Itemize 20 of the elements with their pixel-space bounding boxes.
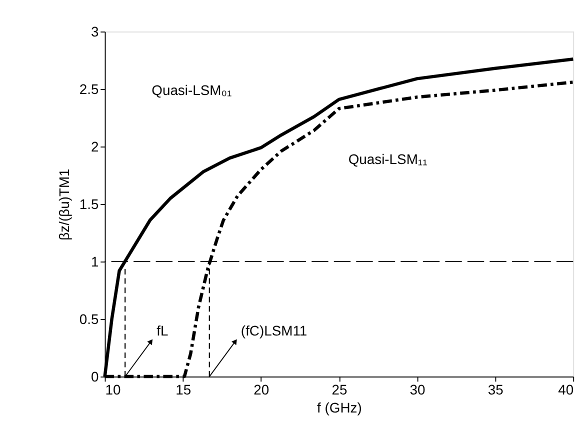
y-tick-label: 1.5 — [79, 196, 100, 212]
y-tick-label: 0 — [91, 368, 100, 385]
x-tick-label: 10 — [105, 382, 121, 398]
x-tick-label: 35 — [488, 382, 504, 398]
y-tick-label: 3 — [91, 24, 100, 40]
annotation: Quasi-LSM₀₁ — [152, 82, 232, 98]
annotation: Quasi-LSM₁₁ — [348, 150, 428, 167]
y-tick-label: 2 — [91, 138, 100, 155]
y-tick-label: 2.5 — [79, 81, 100, 98]
x-tick-label: 40 — [558, 382, 574, 398]
y-tick-label: 1 — [91, 254, 100, 270]
x-tick-label: 15 — [176, 382, 192, 398]
x-tick-label: 25 — [332, 382, 348, 398]
x-tick-label: 20 — [254, 382, 270, 398]
x-axis-title: f (GHz) — [317, 399, 362, 416]
x-tick-label: 30 — [410, 382, 426, 398]
y-axis-title: βz/(βu)TM1 — [56, 168, 72, 240]
y-tick-label: 0.5 — [79, 311, 100, 328]
annotation: fL — [156, 322, 168, 339]
annotation: (fC)LSM11 — [240, 322, 308, 339]
